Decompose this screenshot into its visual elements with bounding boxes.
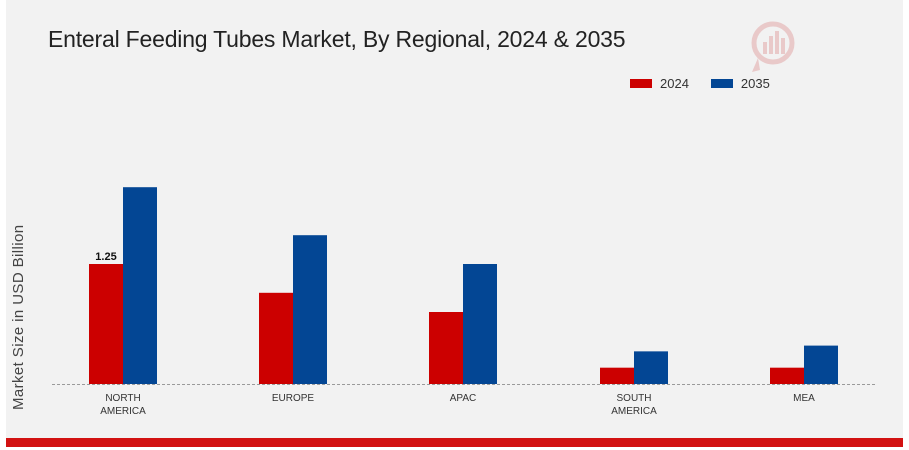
- data-label: 1.25: [95, 251, 116, 263]
- x-tick-label: MEA: [793, 393, 815, 404]
- chart-title: Enteral Feeding Tubes Market, By Regiona…: [48, 26, 626, 52]
- bar-2024-0: [89, 264, 123, 384]
- legend: 2024 2035: [630, 76, 792, 91]
- x-tick-label: AMERICA: [611, 406, 657, 417]
- bar-2024-1: [259, 292, 293, 384]
- legend-label-2024: 2024: [660, 76, 689, 91]
- bar-2035-1: [293, 235, 327, 384]
- bar-2035-4: [804, 345, 838, 384]
- legend-label-2035: 2035: [740, 76, 770, 91]
- bar-2024-4: [770, 367, 804, 384]
- x-tick-label: NORTH: [105, 393, 140, 404]
- x-tick-label: AMERICA: [100, 406, 146, 417]
- bottom-accent-bar: [6, 438, 903, 447]
- legend-swatch-2024: [630, 79, 652, 88]
- legend-swatch-2035: [710, 79, 733, 88]
- bar-2035-2: [463, 264, 497, 384]
- bar-2024-2: [429, 312, 463, 384]
- brand-logo-icon: [751, 21, 795, 72]
- bar-2024-3: [600, 367, 634, 384]
- bar-2035-0: [123, 187, 157, 384]
- x-tick-label: APAC: [450, 393, 477, 404]
- bar-2035-3: [634, 351, 668, 384]
- legend-item-2035: 2035: [710, 76, 770, 91]
- x-tick-label: EUROPE: [272, 393, 315, 404]
- legend-item-2024: 2024: [630, 76, 689, 91]
- x-tick-label: SOUTH: [617, 393, 652, 404]
